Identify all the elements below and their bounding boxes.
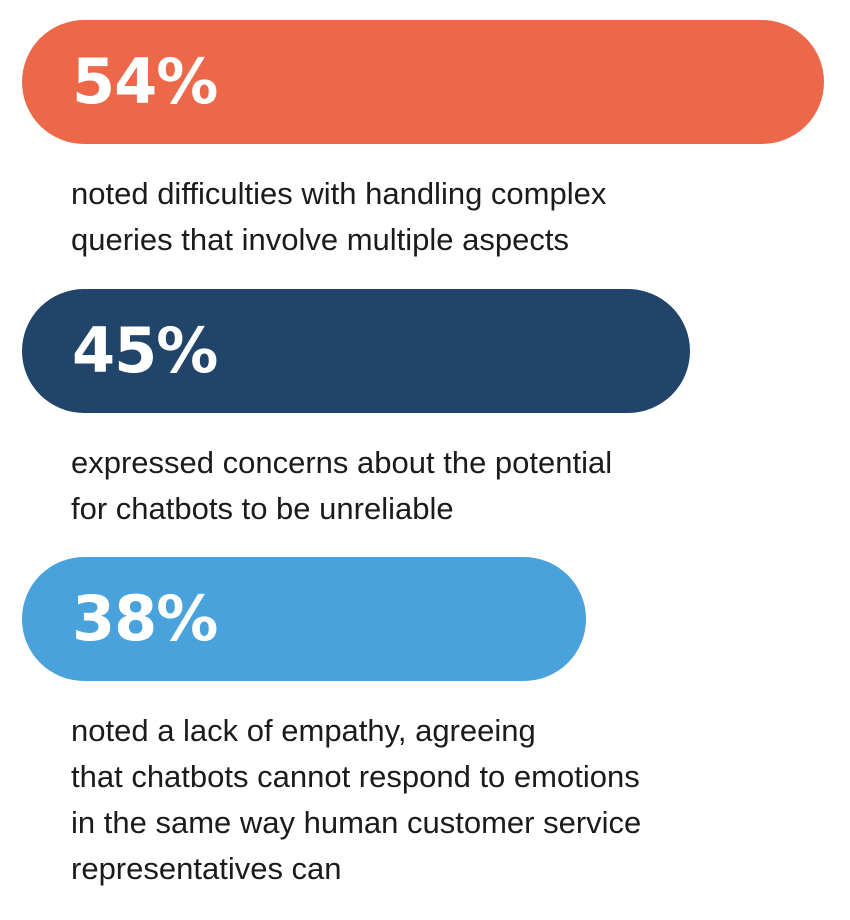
caption-complex-queries: noted difficulties with handling complex… (71, 176, 607, 257)
caption-lack-of-empathy: noted a lack of empathy, agreeing that c… (71, 713, 642, 886)
stat-block-38: 38% noted a lack of empathy, agreeing th… (22, 557, 824, 892)
caption-unreliable: expressed concerns about the potential f… (71, 445, 613, 526)
bar-54-percent: 54% (22, 20, 824, 144)
value-label-54: 54% (72, 45, 218, 118)
value-label-38: 38% (72, 582, 218, 655)
stat-block-45: 45% expressed concerns about the potenti… (22, 289, 824, 532)
stat-block-54: 54% noted difficulties with handling com… (22, 20, 824, 263)
value-label-45: 45% (72, 314, 218, 387)
bar-38-percent: 38% (22, 557, 586, 681)
bar-45-percent: 45% (22, 289, 690, 413)
